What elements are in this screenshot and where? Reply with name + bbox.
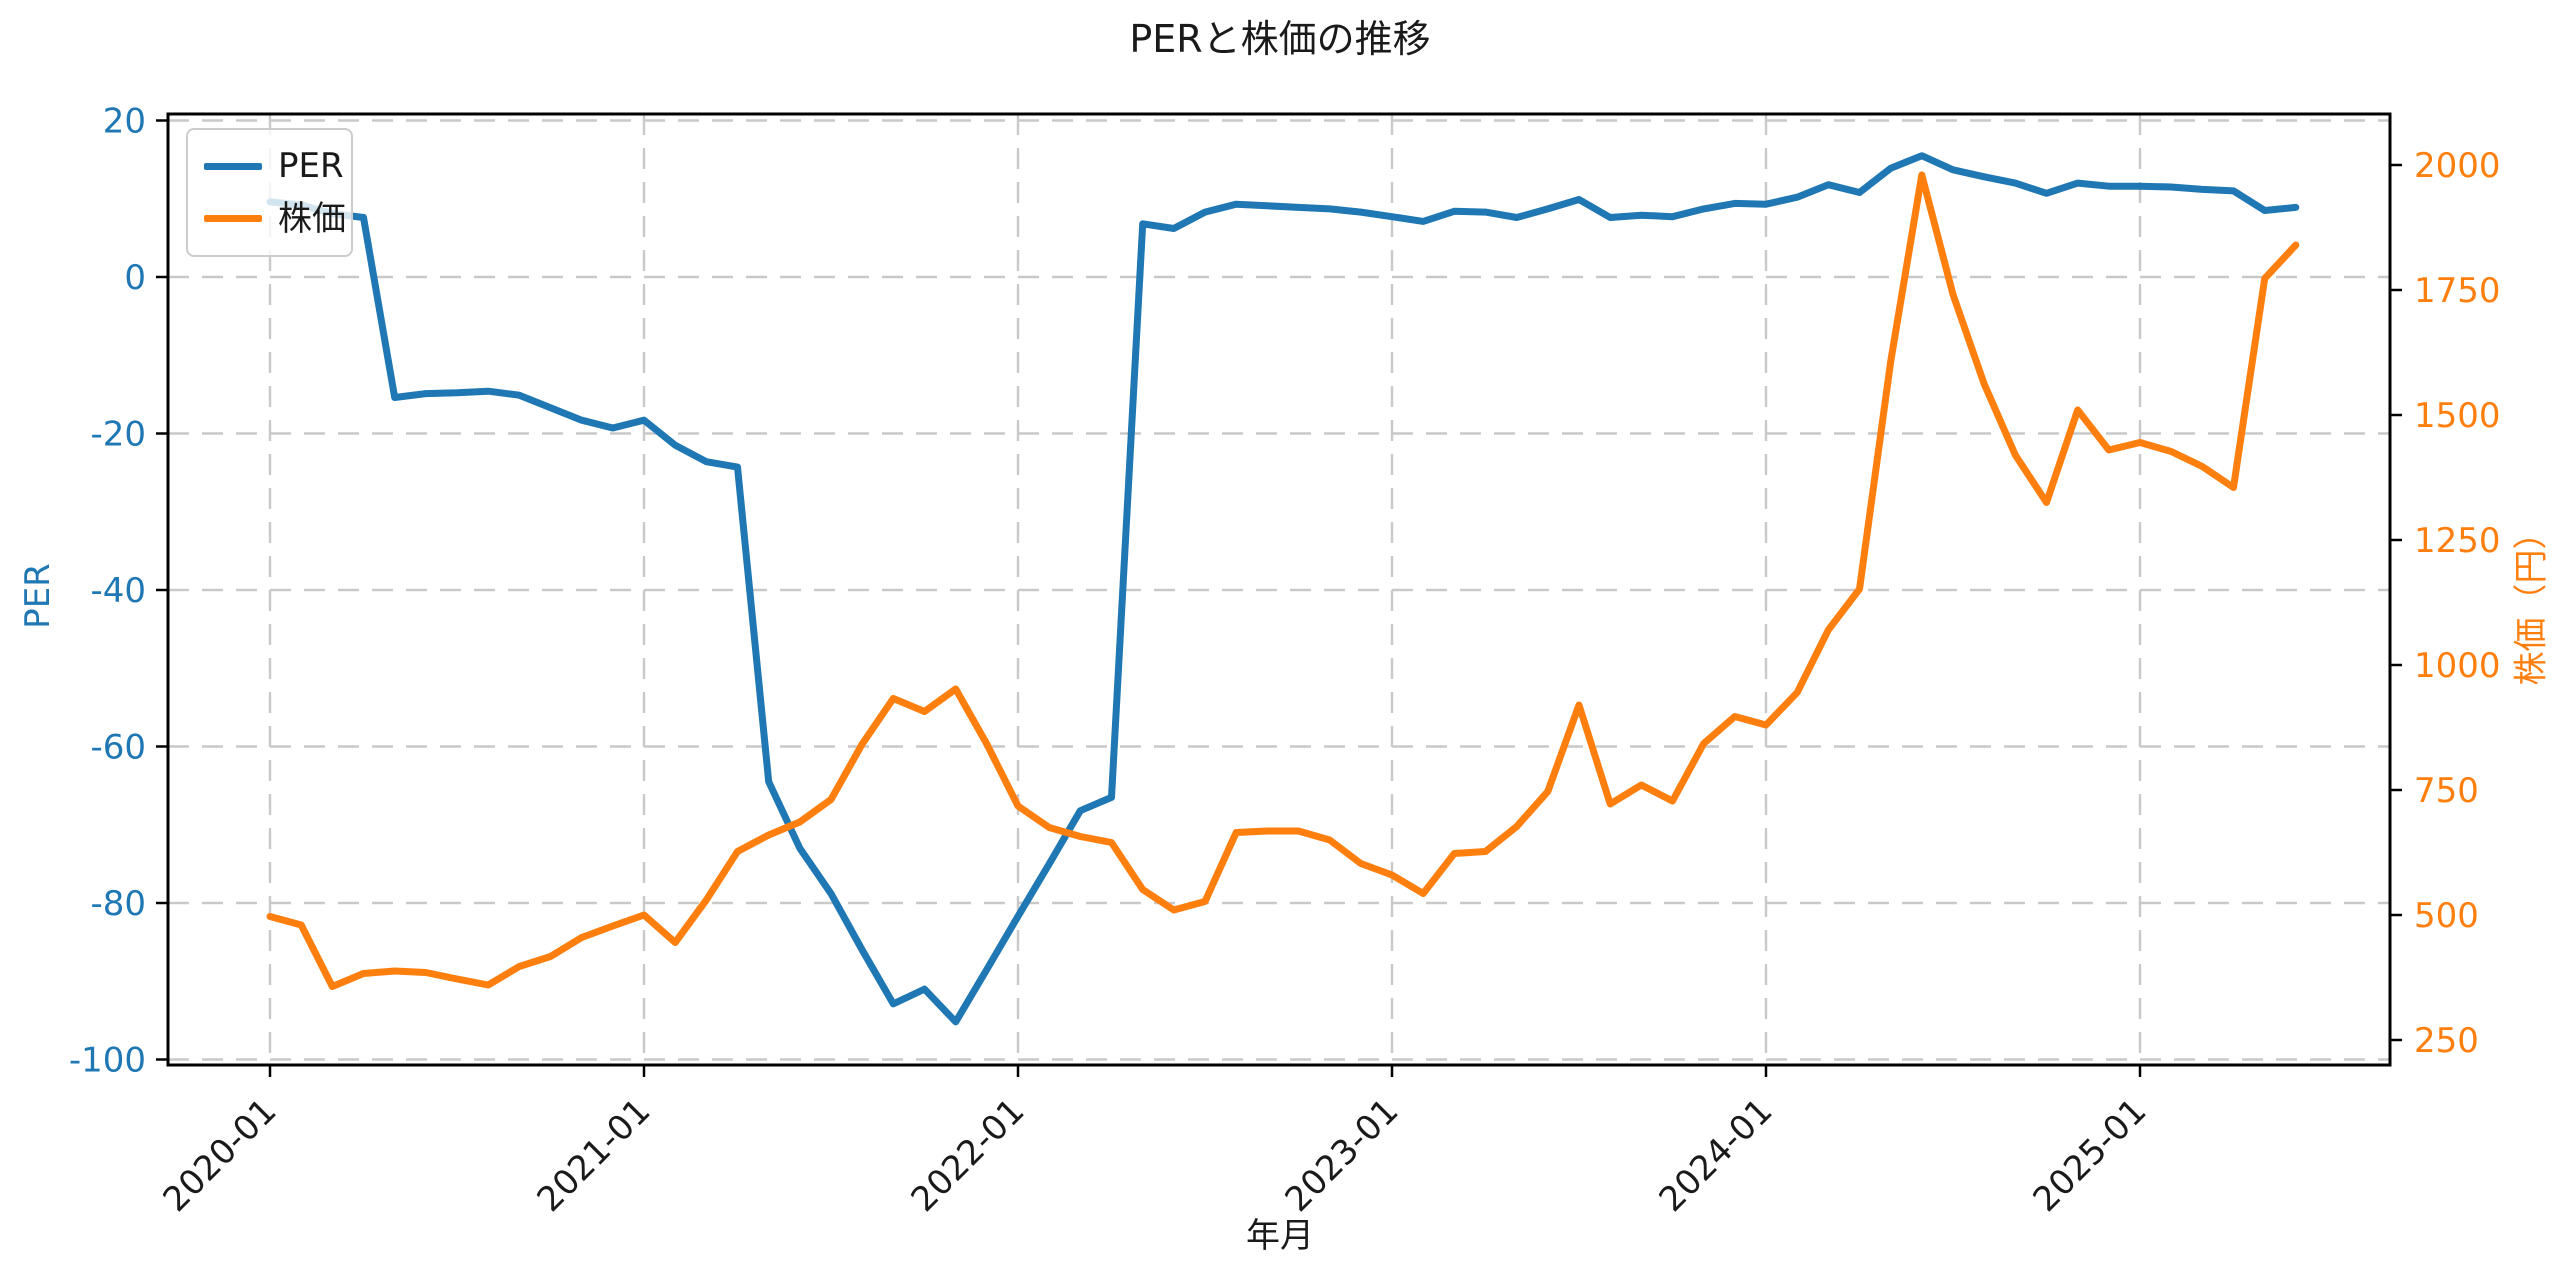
y-axis-label-left: PER (18, 563, 58, 629)
x-tick-label: 2024-01 (1652, 1091, 1781, 1220)
y-axis-label-right: 株価（円） (2511, 515, 2552, 686)
legend-label-kabuka: 株価 (278, 198, 346, 239)
per-line (266, 152, 2300, 1026)
y-tick-label-left: 0 (124, 258, 146, 298)
legend-label-per: PER (278, 146, 344, 187)
y-tick-label-right: 750 (2414, 771, 2479, 811)
legend-item-per: PER (188, 149, 351, 183)
y-tick-label-right: 2000 (2414, 146, 2501, 186)
legend: PER 株価 (186, 128, 353, 257)
y-tick-label-right: 250 (2414, 1021, 2479, 1061)
chart-title: PERと株価の推移 (1129, 17, 1431, 61)
y-tick-label-left: -20 (90, 415, 146, 455)
y-tick-label-left: 20 (103, 102, 146, 142)
x-tick-label: 2021-01 (530, 1091, 659, 1220)
y-tick-label-right: 500 (2414, 896, 2479, 936)
y-tick-label-right: 1000 (2414, 646, 2501, 686)
kabuka-line (266, 171, 2300, 990)
y-tick-label-left: -40 (90, 571, 146, 611)
x-axis-label: 年月 (1246, 1216, 1314, 1256)
x-tick-label: 2022-01 (904, 1091, 1033, 1220)
kabuka-line-swatch (204, 215, 262, 223)
y-tick-label-left: -80 (90, 884, 146, 924)
x-tick-label: 2025-01 (2026, 1091, 2155, 1220)
x-tick-label: 2023-01 (1278, 1091, 1407, 1220)
y-tick-label-right: 1250 (2414, 521, 2501, 561)
y-tick-label-left: -60 (90, 728, 146, 768)
y-tick-label-right: 1750 (2414, 271, 2501, 311)
y-tick-label-right: 1500 (2414, 396, 2501, 436)
legend-item-kabuka: 株価 (188, 202, 351, 236)
per-line-swatch (204, 162, 262, 170)
y-tick-label-left: -100 (69, 1041, 146, 1081)
x-tick-label: 2020-01 (156, 1091, 285, 1220)
